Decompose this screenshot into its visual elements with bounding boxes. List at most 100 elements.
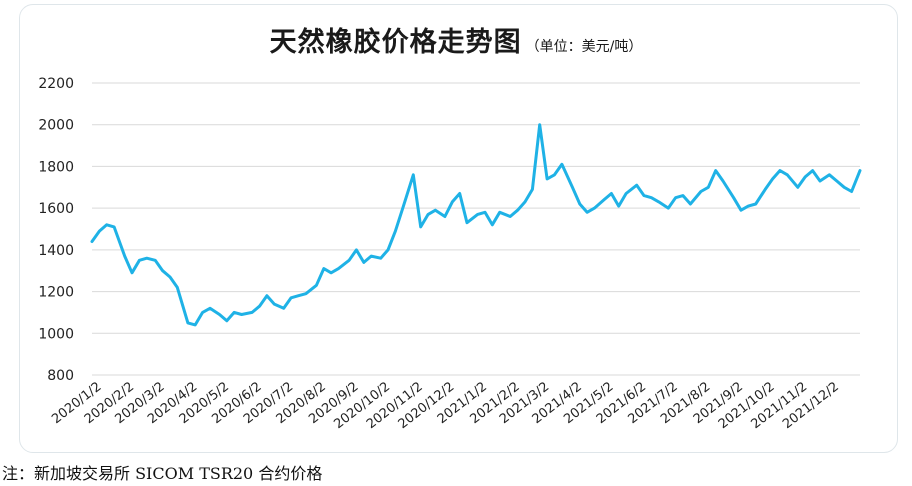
data-point	[509, 215, 512, 218]
data-point	[747, 205, 750, 208]
data-point	[218, 313, 221, 316]
data-point	[131, 271, 133, 274]
y-tick-label: 1000	[38, 326, 74, 342]
data-point	[657, 200, 660, 203]
data-point	[161, 269, 164, 272]
y-tick-label: 800	[47, 368, 74, 384]
data-point	[546, 177, 549, 180]
data-point	[443, 215, 446, 218]
y-tick-label: 2200	[38, 76, 74, 92]
data-point	[427, 213, 430, 216]
data-point	[113, 225, 116, 228]
y-tick-label: 1600	[38, 201, 74, 217]
data-point	[412, 173, 415, 176]
gridlines	[92, 82, 860, 376]
data-point	[553, 173, 556, 176]
x-axis-ticks: 2020/1/22020/2/22020/3/22020/4/22020/5/2…	[49, 379, 842, 432]
data-point	[835, 180, 838, 182]
data-point	[145, 257, 148, 260]
chart-unit: （单位：美元/吨）	[525, 39, 643, 55]
data-point	[379, 257, 382, 260]
data-point	[476, 213, 479, 216]
data-point	[105, 223, 108, 226]
data-point	[682, 194, 684, 197]
data-point	[603, 198, 605, 201]
y-axis-ticks: 800 1000 1200 1400 1600 1800 2000 2200	[38, 76, 74, 384]
data-point	[154, 259, 157, 262]
data-point	[370, 255, 373, 258]
data-point	[138, 259, 141, 262]
data-point	[225, 319, 228, 322]
data-point	[740, 209, 742, 212]
data-point	[531, 188, 534, 191]
data-point	[625, 192, 628, 195]
data-point	[401, 207, 404, 210]
chart-card	[19, 4, 898, 453]
data-point	[394, 230, 397, 233]
data-point	[98, 230, 101, 233]
data-point	[458, 192, 461, 195]
data-point	[674, 196, 677, 199]
chart-title: 天然橡胶价格走势图	[269, 27, 522, 58]
data-point	[524, 200, 526, 203]
data-point	[635, 184, 638, 187]
data-point	[850, 190, 853, 193]
data-point	[859, 169, 861, 172]
data-point	[699, 190, 702, 193]
data-point	[419, 225, 422, 228]
y-tick-label: 1800	[38, 159, 74, 175]
data-point	[617, 205, 620, 208]
data-point	[355, 248, 358, 251]
data-point	[786, 173, 789, 176]
data-point	[186, 321, 189, 324]
data-point	[201, 311, 204, 314]
data-point	[764, 188, 767, 191]
data-point	[337, 267, 340, 270]
data-point	[538, 123, 541, 126]
data-point	[123, 255, 126, 258]
data-point	[819, 180, 821, 182]
data-point	[169, 276, 171, 278]
data-point	[586, 211, 589, 214]
data-point	[466, 221, 468, 224]
data-point	[273, 303, 276, 306]
data-point	[722, 180, 724, 182]
data-point	[322, 267, 325, 270]
data-point	[828, 173, 831, 176]
chart-header: 天然橡胶价格走势图 （单位：美元/吨）	[0, 20, 912, 59]
data-point	[804, 175, 807, 178]
data-point	[732, 196, 735, 199]
data-point	[491, 223, 494, 226]
data-point	[771, 177, 774, 180]
data-point	[498, 211, 501, 214]
data-point	[667, 207, 670, 210]
data-point	[209, 307, 211, 310]
series-group	[90, 123, 862, 327]
data-point	[434, 209, 437, 212]
data-point	[315, 284, 318, 287]
series-line	[90, 123, 862, 327]
data-point	[265, 294, 268, 297]
footnote: 注：新加坡交易所 SICOM TSR20 合约价格	[2, 464, 323, 483]
y-tick-label: 2000	[38, 118, 74, 134]
data-point	[240, 313, 243, 316]
data-point	[176, 286, 179, 289]
data-point	[330, 271, 333, 274]
data-point	[754, 203, 757, 205]
data-point	[714, 169, 717, 172]
data-point	[560, 163, 563, 166]
data-point	[593, 207, 596, 210]
data-point	[650, 196, 653, 199]
data-point	[778, 169, 781, 172]
data-point	[707, 186, 710, 189]
data-point	[578, 203, 581, 205]
data-point	[643, 194, 645, 197]
data-point	[451, 200, 454, 203]
data-point	[251, 311, 254, 314]
data-point	[282, 307, 285, 310]
data-point	[689, 203, 692, 205]
data-point	[362, 261, 365, 264]
data-point	[91, 240, 93, 243]
y-tick-label: 1200	[38, 285, 74, 301]
data-point	[348, 259, 351, 262]
